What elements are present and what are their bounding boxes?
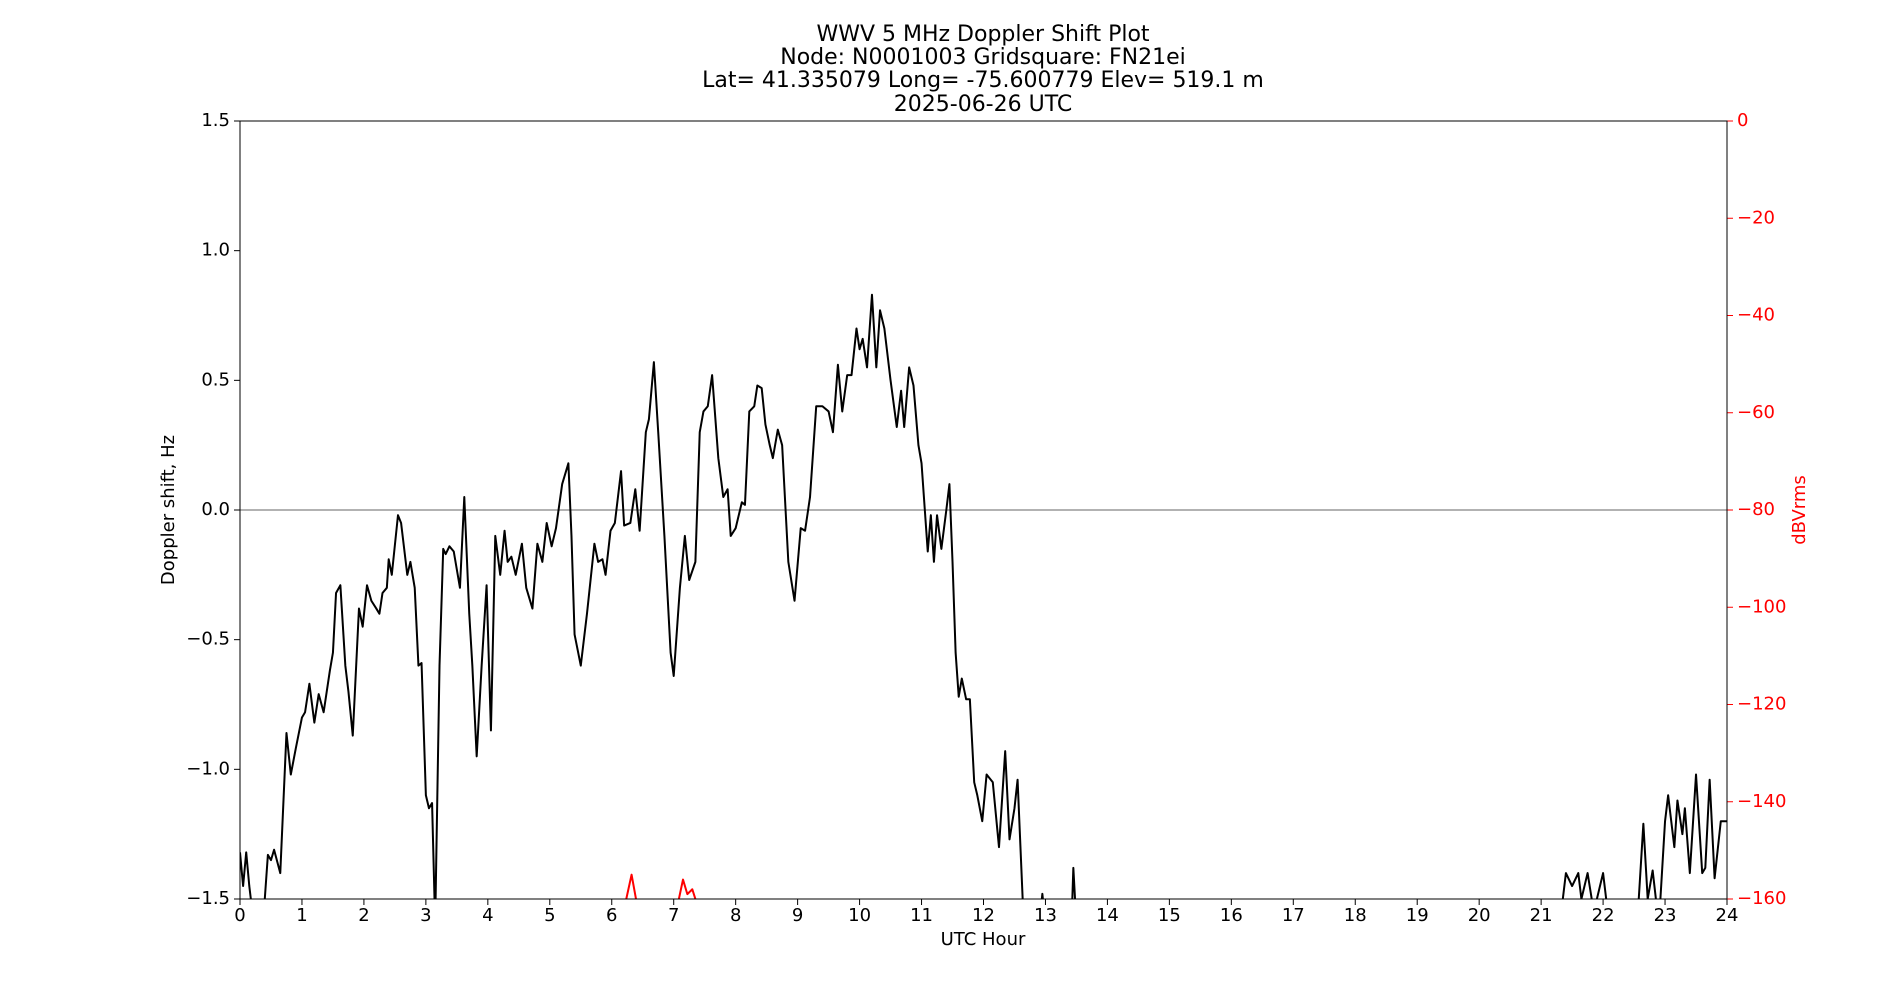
y2-tick-label: −80 [1737,499,1775,520]
y-tick-label: 1.5 [201,110,230,131]
x-tick-label: 3 [420,905,431,926]
y2-tick-label: −40 [1737,305,1775,326]
x-axis-label: UTC Hour [941,929,1026,950]
x-tick-label: 1 [296,905,307,926]
plot-frame [239,120,1728,900]
y2-tick-label: −100 [1737,596,1786,617]
x-tick-label: 17 [1282,905,1305,926]
x-tick-label: 6 [606,905,617,926]
x-tick-label: 19 [1406,905,1429,926]
data-line [240,293,1727,899]
x-tick-label: 7 [668,905,679,926]
y-axis-label: Doppler shift, Hz [158,435,179,585]
y-tick-label: 1.0 [201,240,230,261]
x-tick-label: 8 [730,905,741,926]
chart-subtitle: Node: N0001003 Gridsquare: FN21ei [780,45,1186,70]
y-tick-label: 0.5 [201,369,230,390]
x-tick-label: 11 [910,905,933,926]
y-tick-label: −0.5 [186,629,230,650]
x-tick-label: 14 [1096,905,1119,926]
data-line [625,873,697,899]
x-tick-label: 0 [234,905,245,926]
x-tick-label: 22 [1592,905,1615,926]
y2-tick-label: −140 [1737,791,1786,812]
y2-tick-label: −120 [1737,694,1786,715]
x-tick-label: 2 [358,905,369,926]
x-tick-label: 23 [1654,905,1677,926]
chart-subtitle: 2025-06-26 UTC [894,92,1072,117]
x-tick-label: 4 [482,905,493,926]
x-tick-label: 12 [972,905,995,926]
x-tick-label: 24 [1716,905,1739,926]
y2-tick-label: −20 [1737,207,1775,228]
chart-subtitle: Lat= 41.335079 Long= -75.600779 Elev= 51… [702,68,1264,93]
y-tick-label: 0.0 [201,499,230,520]
x-tick-label: 13 [1034,905,1057,926]
x-tick-label: 20 [1468,905,1491,926]
x-tick-label: 18 [1344,905,1367,926]
chart-title: WWV 5 MHz Doppler Shift Plot [816,22,1149,47]
x-tick-label: 16 [1220,905,1243,926]
y2-tick-label: 0 [1737,110,1748,131]
plot-area [240,293,1727,899]
x-tick-label: 15 [1158,905,1181,926]
y-tick-label: −1.0 [186,758,230,779]
y2-tick-label: −160 [1737,888,1786,909]
y2-axis-label: dBVrms [1789,475,1810,545]
x-tick-label: 21 [1530,905,1553,926]
x-tick-label: 10 [848,905,871,926]
x-tick-label: 5 [544,905,555,926]
y2-tick-label: −60 [1737,402,1775,423]
x-tick-label: 9 [792,905,803,926]
y-tick-label: −1.5 [186,888,230,909]
